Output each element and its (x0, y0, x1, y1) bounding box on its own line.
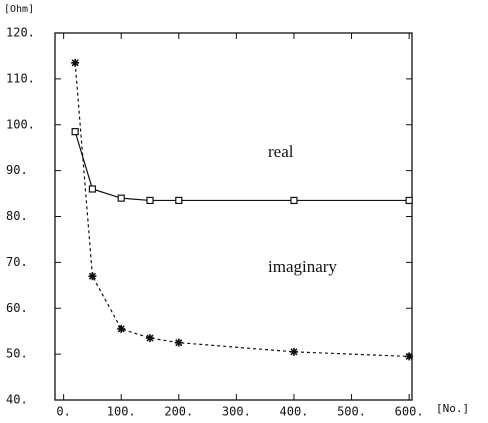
y-tick-label: 50. (6, 347, 28, 361)
point-marker (405, 196, 413, 205)
x-tick-label: 300. (222, 405, 251, 419)
y-tick-label: 60. (6, 301, 28, 315)
series-annotation: imaginary (268, 257, 337, 276)
y-tick-label: 90. (6, 163, 28, 177)
y-tick-label: 100. (6, 117, 35, 131)
x-tick-label: 100. (107, 405, 136, 419)
point-marker (146, 334, 155, 343)
y-axis-label: [Ohm] (4, 4, 34, 15)
y-tick-label: 120. (6, 26, 35, 40)
series-annotation: real (268, 142, 294, 161)
x-tick-label: 0. (56, 405, 70, 419)
plot-frame (54, 32, 413, 401)
point-marker (289, 347, 298, 356)
point-marker (175, 196, 183, 205)
x-tick-label: 200. (164, 405, 193, 419)
point-marker (290, 196, 298, 205)
x-axis-label: [No.] (436, 402, 469, 415)
point-marker (405, 352, 414, 361)
x-tick-label: 500. (337, 405, 366, 419)
point-marker (117, 324, 126, 333)
point-marker (88, 272, 97, 281)
y-tick-label: 80. (6, 209, 28, 223)
y-tick-label: 40. (6, 393, 28, 407)
point-marker (71, 128, 79, 136)
x-tick-label: 400. (280, 405, 309, 419)
point-marker (117, 194, 125, 202)
y-tick-label: 70. (6, 255, 28, 269)
x-tick-label: 600. (395, 405, 424, 419)
series-line (74, 62, 410, 358)
point-marker (71, 58, 80, 67)
series-line (74, 131, 410, 202)
point-marker (88, 185, 97, 193)
y-tick-label: 110. (6, 71, 35, 85)
point-marker (146, 196, 154, 205)
point-marker (174, 338, 183, 347)
